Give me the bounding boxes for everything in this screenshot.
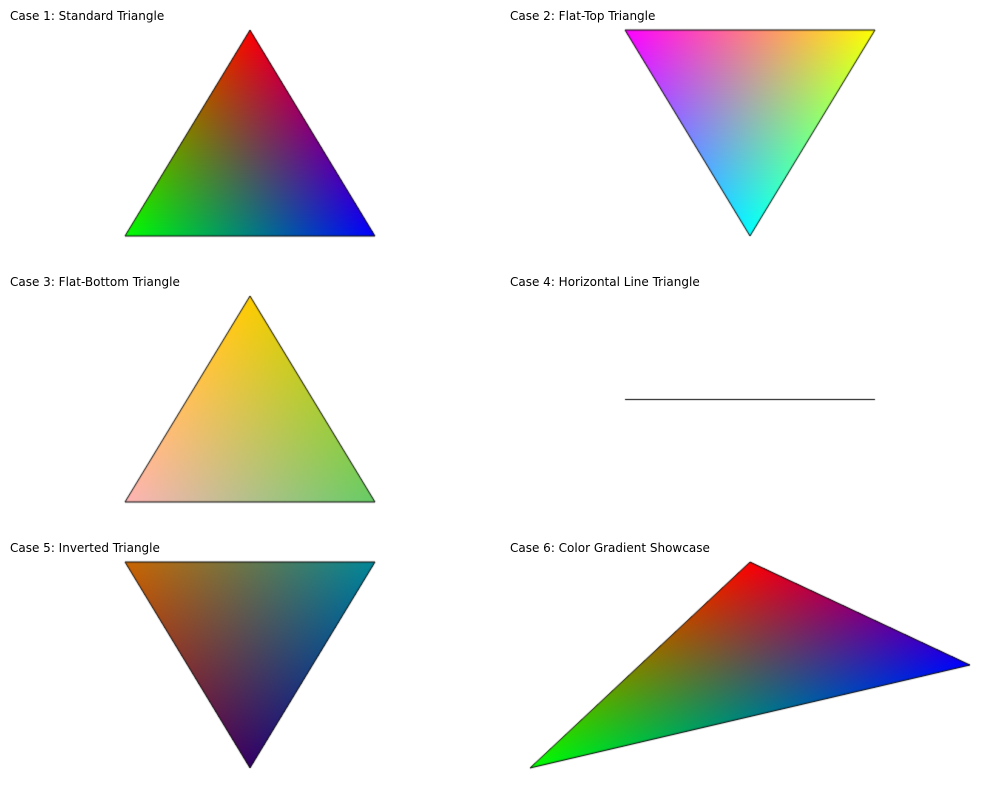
case-6-title: Case 6: Color Gradient Showcase [510, 541, 710, 555]
case-2-title: Case 2: Flat-Top Triangle [510, 9, 656, 23]
case-1-title: Case 1: Standard Triangle [10, 9, 165, 23]
case-4-title: Case 4: Horizontal Line Triangle [510, 275, 700, 289]
case-3-title: Case 3: Flat-Bottom Triangle [10, 275, 180, 289]
case-5-title: Case 5: Inverted Triangle [10, 541, 160, 555]
